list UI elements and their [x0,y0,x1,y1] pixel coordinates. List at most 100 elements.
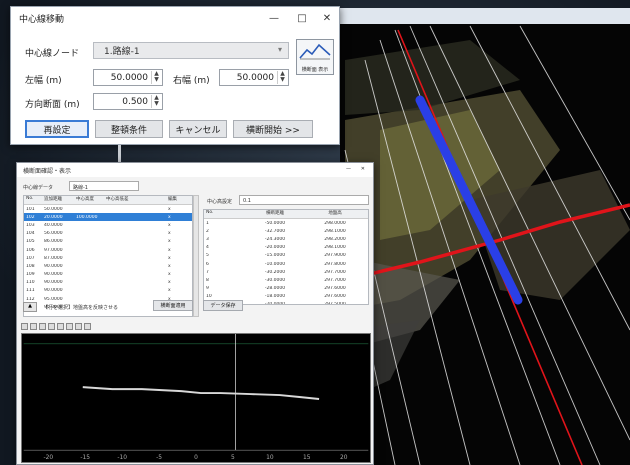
start-cross-section-button[interactable]: 横断開始 >> [233,120,313,138]
table-cell: 297.9000 [324,253,346,259]
close-button[interactable]: ✕ [322,12,332,24]
arrange-conditions-button[interactable]: 整頓条件 [95,120,163,138]
apply-ground-checkbox-label[interactable]: 【行を選択】地盤高を反映させる [43,305,119,311]
table-row[interactable]: 5 -15.0000 297.9000 [204,252,368,260]
table-cell: 297.6000 [324,286,346,292]
centerline-select[interactable]: 1.路線-1 ▾ [93,42,289,59]
save-data-button[interactable]: データ保存 [203,300,243,311]
station-table[interactable]: No. 追加距離 中心高度 中心高低差 編集 101 50.0000 x 102 20.… [23,195,193,317]
table-row[interactable]: 1 -50.0000 298.0000 [204,219,368,227]
table-row[interactable]: 103 40.0000 x [24,221,192,229]
table-row[interactable]: 8 -30.0000 297.7000 [204,276,368,284]
filter-select[interactable]: 路線-1 [69,181,139,191]
cross-section-view-button[interactable]: 横断面 表示 [296,39,334,75]
table-cell: 102 [26,214,35,220]
minimize-button[interactable]: — [269,12,279,24]
grid-icon[interactable] [75,323,82,330]
column-header: 中心高低差 [106,197,129,202]
table-cell: 4 [206,245,209,251]
pitch-field[interactable]: 0.500 ▲ ▼ [93,93,163,110]
left-width-label: 左幅 (m) [25,76,62,86]
table-row[interactable]: 105 86.0000 x [24,238,192,246]
icon-button-caption: 横断面 表示 [301,67,329,73]
zoom-in-icon[interactable] [21,323,28,330]
table-cell: 298.1000 [324,228,346,234]
table-cell: 107 [26,255,35,261]
right-width-field[interactable]: 50.0000 ▲ ▼ [219,69,289,86]
row-nav-button[interactable]: ▲ [23,302,37,312]
table-cell: 7 [206,269,209,275]
table-cell: x [168,255,171,261]
table-cell: x [168,206,171,212]
table-cell: 298.0000 [324,220,346,226]
table-row[interactable]: 106 97.0000 x [24,246,192,254]
cross-section-profile-view[interactable]: -20 -15 -10 -5 0 5 10 15 20 [21,333,371,463]
table-cell: 297.7000 [324,277,346,283]
pan-icon[interactable] [39,323,46,330]
table-row[interactable]: 4 -20.0000 298.1000 [204,244,368,252]
table-row[interactable]: 7 -30.2000 297.7000 [204,268,368,276]
table-row[interactable]: 107 87.0000 x [24,254,192,262]
ground-table[interactable]: No. 横断距離 地盤高 1 -50.0000 298.0000 2 -32.7000 2… [203,209,369,305]
table-row[interactable]: 3 -24.3000 298.2000 [204,235,368,243]
table-cell: -30.2000 [264,269,286,275]
cross-section-red [344,203,630,282]
column-header: 編集 [168,197,177,202]
table-row[interactable]: 104 56.0000 x [24,230,192,238]
spinner-icon[interactable]: ▲ ▼ [277,71,287,84]
table-cell: x [168,280,171,286]
spinner-icon[interactable]: ▲ ▼ [151,71,161,84]
table-row[interactable]: 111 90.0000 x [24,287,192,295]
profile-toolbar [21,323,91,333]
table-cell: 103 [26,222,35,228]
right-input[interactable]: 0.1 [239,195,369,205]
scrollbar[interactable] [193,195,199,317]
table-cell: 10 [206,294,212,300]
station-table-header: No. 追加距離 中心高度 中心高低差 編集 [24,196,192,205]
table-cell: x [168,231,171,237]
measure-icon[interactable] [66,323,73,330]
close-icon[interactable]: ✕ [360,166,365,172]
minimize-icon[interactable]: — [346,166,351,172]
table-cell: 8 [206,277,209,283]
table-cell: 50.0000 [44,206,63,212]
reset-button[interactable]: 再設定 [25,120,89,138]
fit-icon[interactable] [48,323,55,330]
table-cell: 100.0000 [76,214,98,220]
table-cell: -30.0000 [264,277,286,283]
cross-section-window: 横断面確認・表示 — ✕ 中心線データ 路線-1 No. 追加距離 中心高度 中… [16,162,374,465]
table-cell: 1 [206,220,209,226]
export-icon[interactable] [84,323,91,330]
table-row[interactable]: 109 90.0000 x [24,271,192,279]
table-row[interactable]: 102 20.0000 100.0000 x [24,213,192,222]
table-row[interactable]: 101 50.0000 x [24,205,192,213]
right-width-value: 50.0000 [236,72,274,83]
ground-table-header: No. 横断距離 地盤高 [204,210,368,219]
apply-cross-section-button[interactable]: 横断面適用 [153,300,193,311]
maximize-button[interactable]: □ [297,12,307,24]
zoom-out-icon[interactable] [30,323,37,330]
left-width-field[interactable]: 50.0000 ▲ ▼ [93,69,163,86]
pitch-label: 方向断面 (m) [25,100,80,110]
table-cell: x [168,239,171,245]
cancel-button[interactable]: キャンセル [169,120,227,138]
table-row[interactable]: 2 -32.7000 298.1000 [204,227,368,235]
x-tick-label: 0 [194,455,198,461]
x-tick-label: 15 [303,455,311,461]
table-row[interactable]: 108 90.0000 x [24,262,192,270]
table-row[interactable]: 6 -10.0000 297.8000 [204,260,368,268]
spinner-icon[interactable]: ▲ ▼ [151,95,161,108]
table-row[interactable]: 9 -28.0000 297.6000 [204,285,368,293]
table-cell: 95.0000 [44,296,63,302]
filter-label: 中心線データ [23,185,54,191]
column-header: 追加距離 [44,197,62,202]
table-cell: -18.0000 [264,294,286,300]
x-tick-label: 10 [266,455,274,461]
table-row[interactable]: 112 95.0000 x [24,295,192,303]
table-cell: x [168,214,171,220]
table-cell: -20.0000 [264,302,286,305]
table-row[interactable]: 10 -18.0000 297.6000 [204,293,368,301]
viewport-window-header [340,8,630,24]
table-row[interactable]: 110 90.0000 x [24,279,192,287]
select-icon[interactable] [57,323,64,330]
